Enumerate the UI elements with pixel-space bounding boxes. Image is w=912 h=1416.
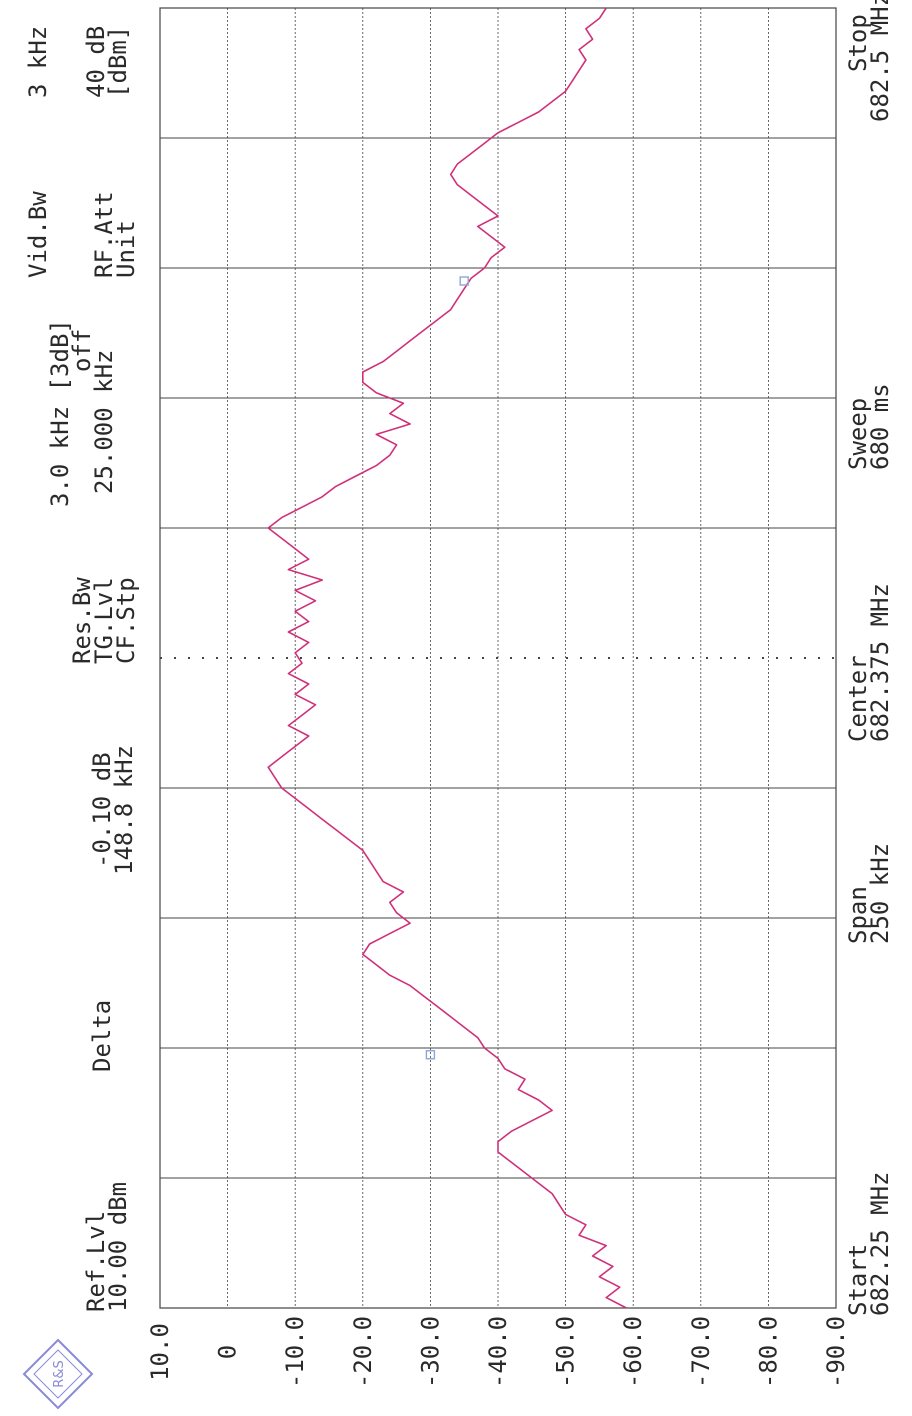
marker-layer [425, 276, 469, 1060]
plot-grid [159, 7, 837, 1309]
y-tick-label: -60.0 [619, 1316, 647, 1388]
center-label: Center [844, 655, 872, 742]
res-bw-label: Res.Bw [68, 577, 96, 664]
trace-layer [267, 7, 627, 1309]
y-tick-label: -50.0 [552, 1316, 580, 1388]
unit-label: Unit [112, 220, 140, 278]
footer-start: Start 682.25 MHz [844, 1172, 894, 1317]
y-tick-label: -40.0 [484, 1316, 512, 1388]
spectrum-trace [267, 7, 627, 1309]
delta-label: Delta [88, 1000, 116, 1072]
sweep-label: Sweep [844, 398, 872, 470]
delta-marker [459, 276, 469, 286]
rf-att-label: RF.Att [90, 191, 118, 278]
y-tick-labels: 10.0 0 -10.0 -20.0 -30.0 -40.0 -50.0 -60.0 -70.0… [146, 1316, 850, 1388]
marker-1 [425, 1050, 436, 1060]
span-value: 250 kHz [866, 843, 894, 944]
stop-value: 682.5 MHz [866, 0, 894, 122]
stop-label: Stop [844, 14, 872, 72]
y-tick-label: -70.0 [687, 1316, 715, 1388]
start-label: Start [844, 1244, 872, 1316]
tg-level-value: off [68, 329, 96, 372]
tg-level-label: TG.Lvl [90, 577, 118, 664]
delta-freq-value: 148.8 kHz [110, 745, 138, 875]
y-tick-label: 0 [214, 1345, 242, 1359]
y-tick-label: -20.0 [349, 1316, 377, 1388]
vid-bw-value: 3 kHz [24, 26, 52, 98]
ref-level-value: 10.00 dBm [104, 1182, 132, 1312]
start-value: 682.25 MHz [866, 1172, 894, 1317]
header-delta: Delta -0.10 dB 148.8 kHz [88, 745, 138, 1072]
vid-bw-label: Vid.Bw [24, 191, 52, 278]
y-tick-label: -80.0 [754, 1316, 782, 1388]
footer-sweep: Sweep 680 ms [844, 383, 894, 470]
footer-stop: Stop 682.5 MHz [844, 0, 894, 122]
res-bw-value: 3.0 kHz [3dB] [46, 319, 74, 507]
footer-center: Center 682.375 MHz [844, 583, 894, 742]
y-tick-label: -90.0 [822, 1316, 850, 1388]
header-res-bw: Res.Bw TG.Lvl CF.Stp 3.0 kHz [3dB] off 2… [46, 319, 140, 664]
y-tick-label: 10.0 [146, 1323, 174, 1381]
header-ref-level: Ref.Lvl 10.00 dBm [82, 1182, 132, 1312]
y-tick-label: -30.0 [416, 1316, 444, 1388]
cf-step-label: CF.Stp [112, 577, 140, 664]
rs-logo-icon: R&S [22, 1338, 94, 1410]
cf-step-value: 25.000 kHz [90, 350, 118, 495]
header-vid-bw: Vid.Bw RF.Att Unit 3 kHz 40 dB [dBm] [24, 26, 140, 278]
ref-level-label: Ref.Lvl [82, 1211, 110, 1312]
delta-db-value: -0.10 dB [88, 752, 116, 868]
rs-logo-text: R&S [52, 1360, 67, 1387]
unit-value: [dBm] [104, 26, 132, 98]
rf-att-value: 40 dB [82, 26, 110, 98]
center-value: 682.375 MHz [866, 583, 894, 742]
sweep-value: 680 ms [866, 383, 894, 470]
footer-span: Span 250 kHz [844, 843, 894, 944]
span-label: Span [844, 886, 872, 944]
y-tick-label: -10.0 [281, 1316, 309, 1388]
